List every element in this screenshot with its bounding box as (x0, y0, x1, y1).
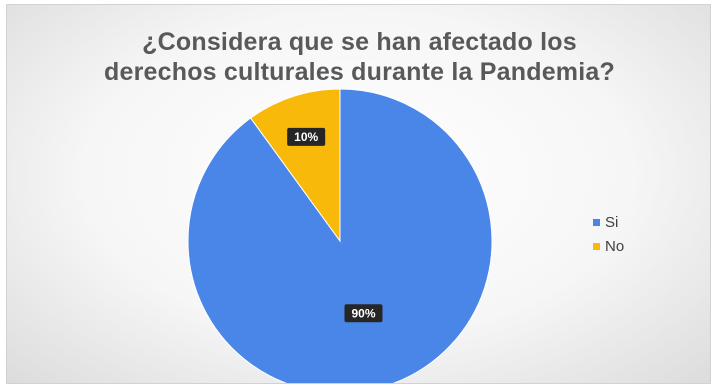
chart-area: ¿Considera que se han afectado los derec… (6, 4, 711, 384)
legend: Si No (593, 210, 624, 258)
data-label-si-box (344, 304, 383, 323)
data-label-no: 10% (287, 127, 326, 146)
data-label-no-text: 10% (294, 130, 318, 144)
legend-swatch-no (593, 242, 600, 250)
data-label-si-text: 90% (351, 306, 375, 320)
slice-no (249, 88, 341, 243)
chart-title-line-2: derechos culturales durante la Pandemia? (104, 58, 615, 86)
chart-title-line-1: ¿Considera que se han afectado los (142, 28, 577, 56)
data-label-no-box (287, 127, 326, 146)
legend-item-si: Si (593, 210, 624, 234)
legend-swatch-si (593, 218, 600, 226)
pie-chart: 90% 10% (187, 88, 493, 383)
legend-label-si: Si (605, 213, 619, 231)
legend-label-no: No (605, 237, 625, 255)
chart-title: ¿Considera que se han afectado los derec… (7, 27, 710, 87)
legend-item-no: No (593, 234, 624, 258)
slice-si (187, 88, 493, 383)
data-label-si: 90% (344, 304, 383, 323)
